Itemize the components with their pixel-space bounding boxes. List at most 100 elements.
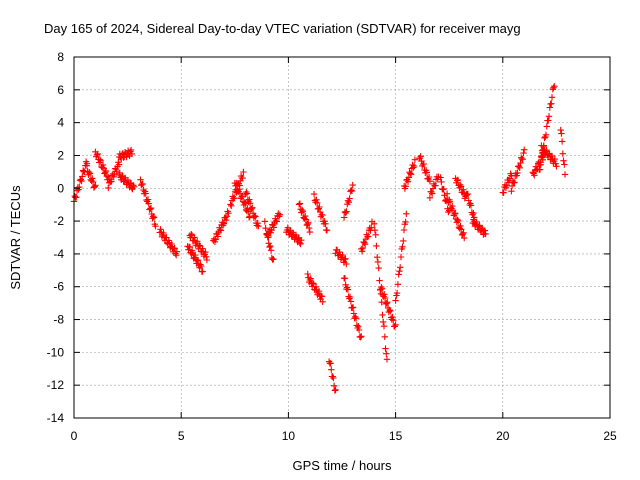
data-point <box>228 202 235 209</box>
data-point <box>188 231 195 238</box>
data-point <box>378 299 385 306</box>
data-point <box>92 182 99 189</box>
data-point <box>222 216 230 224</box>
data-point <box>220 220 228 227</box>
data-point <box>314 199 321 207</box>
data-point <box>380 318 387 326</box>
data-point <box>138 182 145 189</box>
data-point <box>315 288 323 295</box>
data-point <box>372 231 379 238</box>
data-point <box>386 306 393 314</box>
data-point <box>130 182 137 189</box>
data-point <box>458 226 465 233</box>
data-point <box>394 281 402 288</box>
data-point <box>96 156 104 163</box>
data-point <box>339 251 346 259</box>
grid <box>74 57 610 418</box>
data-point <box>252 213 259 220</box>
data-point <box>306 228 313 236</box>
data-point <box>188 250 195 257</box>
data-point <box>268 254 275 262</box>
data-point <box>319 298 326 305</box>
data-point <box>503 182 510 189</box>
data-point <box>307 275 314 282</box>
data-point <box>315 205 322 212</box>
y-tick-label: -2 <box>53 214 64 228</box>
data-point <box>446 198 454 205</box>
data-point <box>557 126 564 134</box>
data-point <box>306 276 314 284</box>
y-tick-label: -14 <box>47 411 65 425</box>
data-point <box>115 161 123 168</box>
data-point <box>467 202 475 209</box>
x-tick-label: 10 <box>282 429 296 443</box>
data-point <box>383 350 390 357</box>
data-point <box>518 154 525 161</box>
data-point <box>426 194 434 201</box>
data-point <box>411 156 419 163</box>
data-point <box>323 227 331 234</box>
x-axis-label: GPS time / hours <box>293 458 392 473</box>
data-point <box>86 169 93 176</box>
data-point <box>248 205 255 212</box>
data-point <box>127 146 135 154</box>
data-point <box>292 231 300 239</box>
data-point <box>173 252 180 259</box>
data-point <box>407 171 415 178</box>
data-point <box>144 196 152 203</box>
data-point <box>128 150 136 158</box>
data-point <box>403 210 410 217</box>
data-point <box>102 167 110 175</box>
data-point <box>199 268 206 275</box>
data-point <box>381 294 389 302</box>
y-tick-label: 8 <box>57 50 64 64</box>
data-point <box>379 311 386 319</box>
data-point <box>284 224 291 231</box>
data-point <box>397 253 405 261</box>
data-point <box>355 323 362 330</box>
data-point <box>214 233 222 240</box>
data-point <box>267 242 274 250</box>
data-point <box>445 208 452 216</box>
data-point <box>78 177 85 185</box>
data-point <box>304 270 311 278</box>
data-point <box>399 243 406 250</box>
data-point <box>500 189 507 196</box>
data-point <box>438 178 445 186</box>
data-point <box>365 233 372 240</box>
data-point <box>147 204 155 212</box>
data-point <box>203 253 210 260</box>
data-point <box>312 283 320 290</box>
data-point <box>304 221 311 228</box>
data-point <box>352 315 360 322</box>
data-point <box>540 143 547 150</box>
data-point <box>168 240 175 248</box>
data-point <box>305 219 312 226</box>
data-point <box>374 254 381 261</box>
data-point <box>461 234 468 242</box>
data-point <box>561 171 569 178</box>
data-point <box>239 174 246 182</box>
data-point <box>79 173 86 180</box>
data-point <box>341 275 349 282</box>
data-point <box>191 234 198 241</box>
data-point <box>329 373 336 380</box>
data-point <box>545 113 553 120</box>
data-point <box>261 218 268 225</box>
data-point <box>521 146 528 153</box>
data-point <box>267 247 275 254</box>
data-point <box>514 169 521 177</box>
data-point <box>273 218 280 225</box>
data-point <box>140 186 147 194</box>
data-point <box>210 235 218 242</box>
data-point <box>97 157 104 164</box>
data-point <box>404 178 412 185</box>
data-point <box>371 220 378 227</box>
data-point <box>191 251 199 259</box>
data-point <box>327 360 334 367</box>
data-point <box>348 187 356 195</box>
data-point <box>543 147 550 154</box>
data-point <box>349 304 357 311</box>
x-tick-label: 15 <box>389 429 403 443</box>
data-point <box>376 277 383 284</box>
